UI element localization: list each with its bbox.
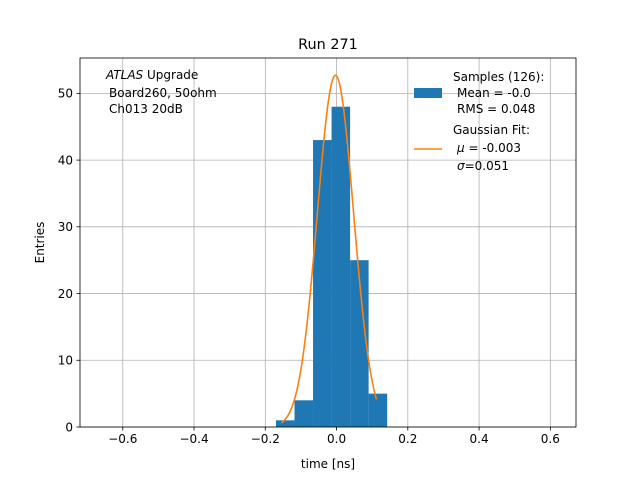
x-tick-label: 0.4 (470, 432, 489, 446)
legend-gaussian-sigma: σ=0.051 (457, 159, 509, 173)
legend-samples-swatch (414, 88, 442, 98)
y-tick-label: 20 (58, 287, 73, 301)
y-axis-label: Entries (33, 222, 47, 264)
histogram-bar (331, 106, 351, 428)
chart-title: Run 271 (298, 37, 358, 53)
legend: Samples (126): Mean = -0.0 RMS = 0.048 G… (414, 70, 544, 173)
legend-sigma-symbol: σ (457, 159, 465, 173)
atlas-annotation: ATLAS Upgrade Board260, 50ohm Ch013 20dB (105, 68, 217, 116)
histogram-bar (313, 140, 332, 427)
x-axis-label: time [ns] (301, 457, 355, 471)
gaussian-fit-line (280, 74, 378, 424)
legend-gaussian-title: Gaussian Fit: (453, 123, 530, 137)
y-axis-ticks: 0 10 20 30 40 50 (58, 87, 80, 434)
plot-frame (79, 57, 577, 428)
legend-samples-rms: RMS = 0.048 (457, 102, 535, 116)
y-tick-label: 50 (58, 87, 73, 101)
legend-gaussian-mu: μ = -0.003 (456, 141, 521, 155)
annotation-atlas: ATLAS (105, 68, 144, 82)
legend-mu-symbol: μ (456, 141, 465, 155)
x-tick-label: −0.6 (108, 432, 137, 446)
x-axis-ticks: −0.6 −0.4 −0.2 0.0 0.2 0.4 0.6 (108, 427, 560, 446)
histogram-bar (350, 260, 369, 427)
legend-sigma-value: =0.051 (465, 159, 509, 173)
x-tick-label: 0.6 (541, 432, 560, 446)
legend-mu-value: = -0.003 (465, 141, 521, 155)
y-tick-label: 40 (58, 153, 73, 167)
annotation-line-1: ATLAS Upgrade (105, 68, 198, 82)
legend-samples-mean: Mean = -0.0 (457, 86, 531, 100)
x-tick-label: −0.4 (179, 432, 208, 446)
histogram-bar (368, 393, 388, 427)
histogram-bar (294, 400, 314, 427)
x-tick-label: 0.0 (327, 432, 346, 446)
histogram-bar (275, 420, 295, 427)
annotation-line-3: Ch013 20dB (109, 102, 183, 116)
y-tick-label: 10 (58, 354, 73, 368)
x-tick-label: 0.2 (398, 432, 417, 446)
histogram-bars (275, 106, 388, 428)
x-tick-label: −0.2 (251, 432, 280, 446)
y-tick-label: 0 (65, 420, 73, 434)
y-tick-label: 30 (58, 220, 73, 234)
annotation-line-2: Board260, 50ohm (109, 86, 217, 100)
annotation-upgrade: Upgrade (143, 68, 198, 82)
legend-samples-title: Samples (126): (453, 70, 544, 84)
